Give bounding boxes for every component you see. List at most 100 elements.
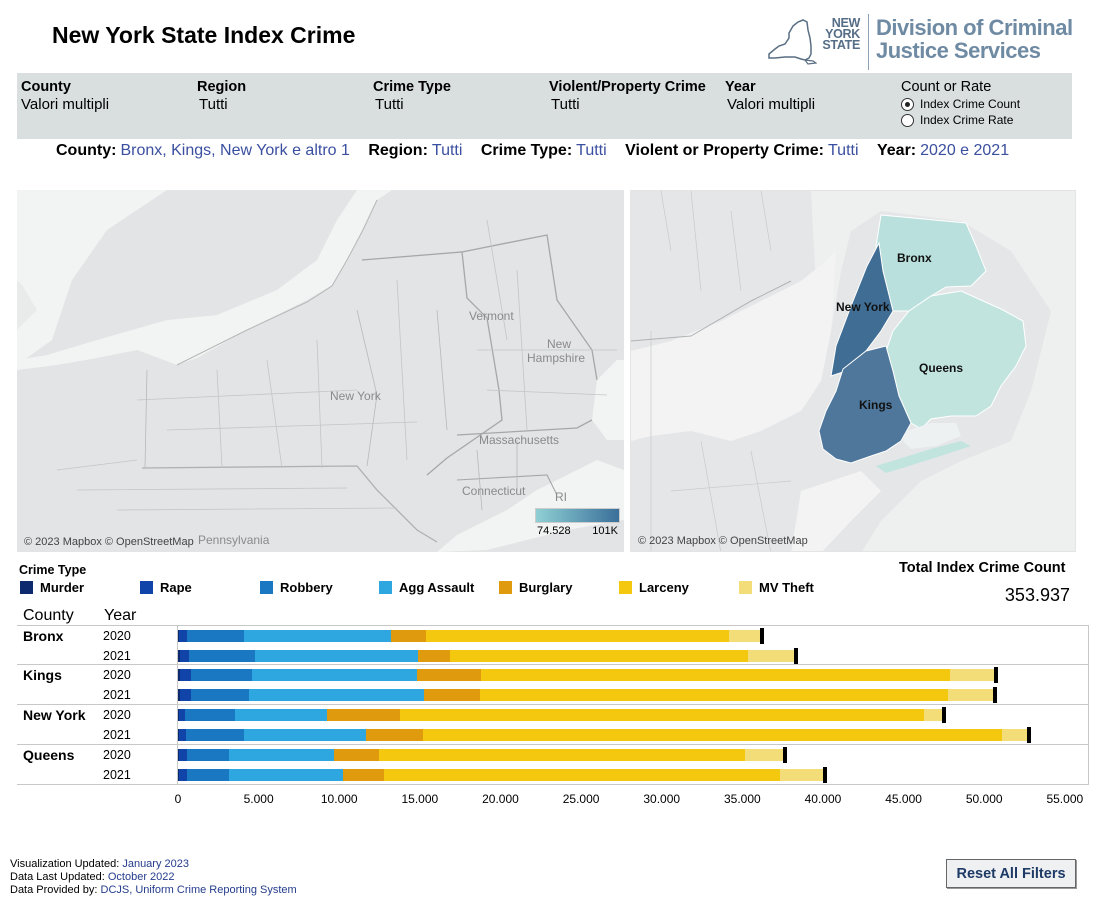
- bar-segment-burglary[interactable]: [390, 630, 426, 642]
- map-credit[interactable]: © 2023 Mapbox © OpenStreetMap: [24, 536, 194, 548]
- legend-swatch-larceny: [619, 581, 632, 594]
- bar-segment-mv-theft[interactable]: [950, 669, 996, 681]
- bar-segment-mv-theft[interactable]: [1001, 729, 1028, 741]
- legend-item-agg-assault[interactable]: Agg Assault: [379, 580, 474, 595]
- bar-segment-burglary[interactable]: [416, 669, 482, 681]
- bar-segment-mv-theft[interactable]: [947, 689, 995, 701]
- bar-segment-robbery[interactable]: [185, 729, 244, 741]
- bar-segment-robbery[interactable]: [187, 749, 229, 761]
- legend-item-robbery[interactable]: Robbery: [260, 580, 333, 595]
- bar-segment-burglary[interactable]: [343, 769, 384, 781]
- bar-segment-agg-assault[interactable]: [243, 729, 367, 741]
- bar-segment-murder[interactable]: [178, 729, 180, 741]
- legend-item-larceny[interactable]: Larceny: [619, 580, 689, 595]
- bar-segment-rape[interactable]: [179, 630, 188, 642]
- bar-segment-murder[interactable]: [178, 709, 179, 721]
- region-filter[interactable]: Region Tutti: [197, 79, 246, 113]
- region-filter-value[interactable]: Tutti: [199, 96, 228, 113]
- column-header-county: County: [23, 607, 74, 624]
- bar-segment-robbery[interactable]: [186, 769, 229, 781]
- x-tick-label: 0: [174, 792, 182, 806]
- reset-all-filters-button[interactable]: Reset All Filters: [946, 859, 1076, 888]
- legend-label-mv-theft: MV Theft: [759, 580, 814, 595]
- state-map[interactable]: New York Vermont New Hampshire Massachus…: [17, 190, 624, 552]
- legend-item-burglary[interactable]: Burglary: [499, 580, 572, 595]
- county-filter[interactable]: County Valori multipli: [21, 79, 109, 113]
- bar-segment-mv-theft[interactable]: [780, 769, 824, 781]
- borough-kings[interactable]: [818, 345, 912, 464]
- legend-label-larceny: Larceny: [639, 580, 689, 595]
- bar-segment-agg-assault[interactable]: [235, 709, 328, 721]
- bar-segment-agg-assault[interactable]: [252, 669, 417, 681]
- bar-segment-mv-theft[interactable]: [748, 650, 796, 662]
- radio-count-label[interactable]: Index Crime Count: [920, 97, 1021, 111]
- bar-segment-larceny[interactable]: [480, 689, 948, 701]
- bar-segment-robbery[interactable]: [185, 709, 236, 721]
- bar-segment-burglary[interactable]: [366, 729, 423, 741]
- bar-segment-larceny[interactable]: [422, 729, 1002, 741]
- summary-region-label: Region:: [368, 142, 428, 159]
- bar-segment-murder[interactable]: [178, 669, 180, 681]
- bar-segment-agg-assault[interactable]: [228, 769, 344, 781]
- county-group-new-york: New York 2020 2021: [17, 705, 1089, 745]
- legend-item-murder[interactable]: Murder: [20, 580, 84, 595]
- bar-segment-murder[interactable]: [178, 650, 180, 662]
- bar-segment-murder[interactable]: [178, 749, 179, 761]
- radio-index-crime-count[interactable]: Index Crime Count: [901, 97, 1020, 111]
- bar-segment-burglary[interactable]: [333, 749, 379, 761]
- bar-segment-burglary[interactable]: [417, 650, 450, 662]
- label-queens: Queens: [919, 361, 964, 375]
- bar-segment-rape[interactable]: [178, 709, 186, 721]
- violent-property-filter-value[interactable]: Tutti: [551, 96, 580, 113]
- bar-segment-larceny[interactable]: [378, 749, 745, 761]
- bar-segment-agg-assault[interactable]: [228, 749, 334, 761]
- legend-item-rape[interactable]: Rape: [140, 580, 192, 595]
- total-marker: [782, 747, 787, 763]
- radio-unchecked-icon[interactable]: [901, 113, 914, 127]
- nyc-map-credit[interactable]: © 2023 Mapbox © OpenStreetMap: [638, 535, 808, 547]
- bar-segment-mv-theft[interactable]: [729, 630, 762, 642]
- radio-rate-label[interactable]: Index Crime Rate: [920, 113, 1014, 127]
- violent-property-filter[interactable]: Violent/Property Crime Tutti: [549, 79, 706, 113]
- x-tick-label: 10.000: [320, 792, 358, 806]
- bar-segment-rape[interactable]: [179, 769, 187, 781]
- borough-queens[interactable]: [885, 290, 1027, 430]
- bar-segment-rape[interactable]: [180, 689, 192, 701]
- bar-segment-burglary[interactable]: [327, 709, 400, 721]
- filter-bar: County Valori multipli Region Tutti Crim…: [17, 73, 1072, 139]
- bar-segment-agg-assault[interactable]: [249, 689, 424, 701]
- bar-segment-rape[interactable]: [179, 729, 186, 741]
- bar-segment-rape[interactable]: [178, 749, 187, 761]
- bar-segment-larceny[interactable]: [425, 630, 730, 642]
- bar-segment-robbery[interactable]: [187, 630, 244, 642]
- year-filter-value[interactable]: Valori multipli: [727, 96, 816, 113]
- bar-segment-robbery[interactable]: [188, 650, 255, 662]
- county-filter-value[interactable]: Valori multipli: [21, 96, 110, 113]
- bar-segment-murder[interactable]: [178, 630, 180, 642]
- crime-type-filter-value[interactable]: Tutti: [375, 96, 404, 113]
- bar-segment-murder[interactable]: [178, 689, 181, 701]
- bar-segment-larceny[interactable]: [399, 709, 924, 721]
- bar-segment-robbery[interactable]: [190, 669, 253, 681]
- bar-segment-mv-theft[interactable]: [744, 749, 784, 761]
- bar-segment-larceny[interactable]: [383, 769, 781, 781]
- year-filter[interactable]: Year Valori multipli: [725, 79, 815, 113]
- legend-item-mv-theft[interactable]: MV Theft: [739, 580, 814, 595]
- bar-segment-rape[interactable]: [179, 650, 189, 662]
- radio-index-crime-rate[interactable]: Index Crime Rate: [901, 113, 1020, 127]
- data-provider-value[interactable]: DCJS, Uniform Crime Reporting System: [100, 884, 297, 896]
- radio-checked-icon[interactable]: [901, 97, 914, 111]
- count-or-rate-control: Count or Rate Index Crime Count Index Cr…: [901, 79, 1020, 127]
- nyc-map[interactable]: Bronx New York Queens Kings © 2023 Mapbo…: [630, 190, 1076, 552]
- bar-segment-murder[interactable]: [178, 769, 180, 781]
- bar-segment-agg-assault[interactable]: [254, 650, 418, 662]
- bar-segment-larceny[interactable]: [450, 650, 749, 662]
- bar-segment-rape[interactable]: [179, 669, 191, 681]
- bar-segment-agg-assault[interactable]: [243, 630, 391, 642]
- bar-segment-larceny[interactable]: [481, 669, 951, 681]
- bar-segment-burglary[interactable]: [423, 689, 480, 701]
- bar-segment-robbery[interactable]: [191, 689, 250, 701]
- map-label-rhode-island: RI: [555, 490, 567, 504]
- crime-type-filter[interactable]: Crime Type Tutti: [373, 79, 451, 113]
- bar-segment-mv-theft[interactable]: [923, 709, 944, 721]
